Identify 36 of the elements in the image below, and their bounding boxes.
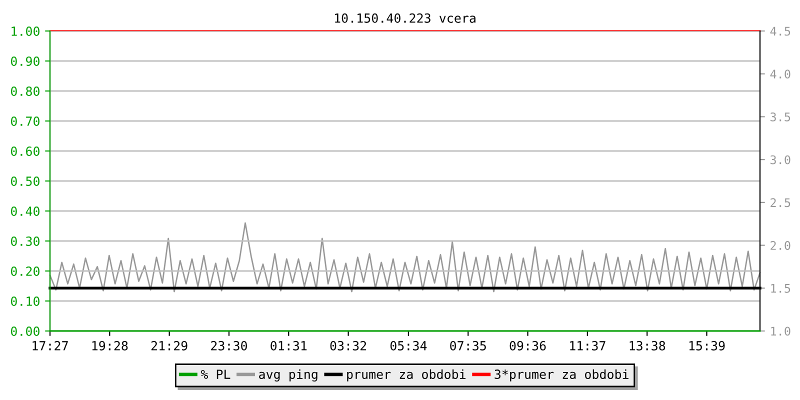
x-tick-label: 07:35 [450,341,486,350]
y2-tick-label: 1.5 [771,284,790,293]
x-tick-label: 21:29 [151,341,188,350]
legend-label: prumer za obdobi [347,369,466,382]
y-tick-label: 0.00 [10,326,40,336]
legend-label: avg ping [259,369,318,382]
y-tick-label: 1.00 [12,26,40,36]
y2-tick-label: 4.0 [770,70,790,79]
y2-tick-label: 4.5 [770,26,790,36]
y-tick-label: 0.60 [10,146,40,156]
legend-label: 3*prumer za obdobi [494,369,628,382]
x-tick-label: 15:39 [689,341,725,350]
x-tick-label: 23:30 [211,341,247,350]
y2-tick-label: 3.5 [770,112,790,122]
y-tick-label: 0.40 [10,206,40,216]
chart-title: 10.150.40.223 vcera [335,13,476,23]
y2-tick-label: 3.0 [770,155,790,164]
x-tick-label: 19:28 [92,341,128,350]
x-tick-label: 05:34 [390,341,427,350]
x-tick-label: 09:36 [510,341,546,350]
x-tick-label: 03:32 [330,341,366,350]
y2-tick-label: 2.0 [770,241,790,250]
y-tick-label: 0.80 [10,86,40,96]
x-tick-label: 01:31 [270,341,307,350]
y-tick-label: 0.50 [10,176,40,186]
x-tick-label: 17:27 [32,341,68,350]
y2-tick-label: 2.5 [770,198,790,208]
y2-tick-label: 1.0 [771,326,790,336]
x-tick-label: 13:38 [630,341,666,350]
x-tick-label: 11:37 [570,341,606,350]
y-tick-label: 0.70 [10,116,40,126]
y-tick-label: 0.90 [10,56,40,66]
y-tick-label: 0.10 [10,296,40,306]
y-tick-label: 0.20 [10,266,40,276]
legend-label: % PL [200,370,230,379]
y-tick-label: 0.30 [10,236,40,246]
